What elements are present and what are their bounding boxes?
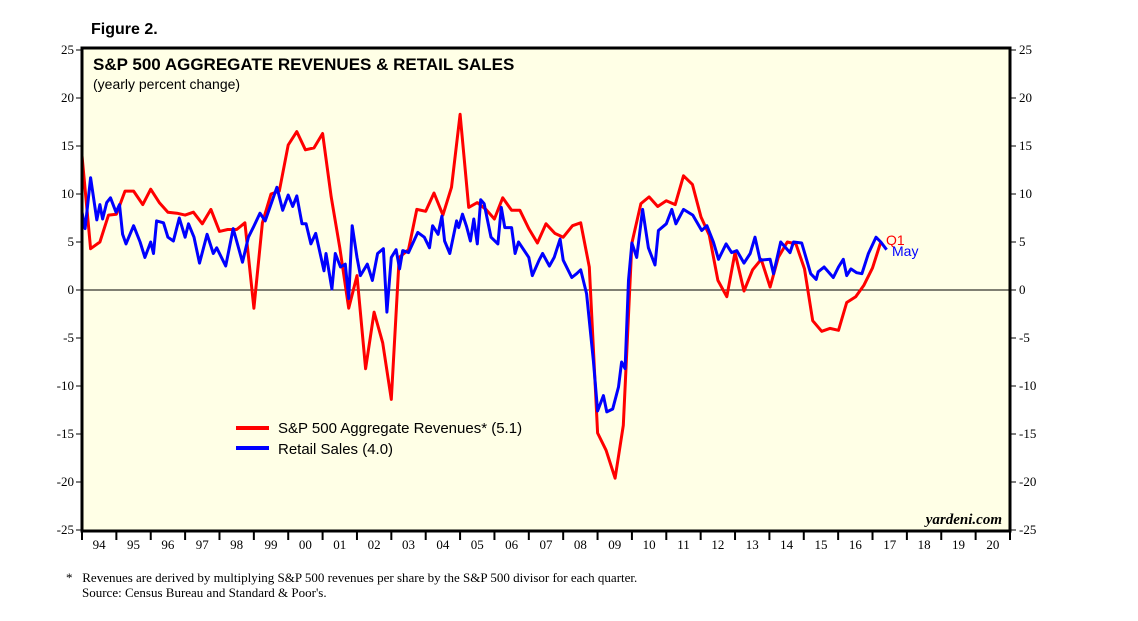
y-tick-label-right: -25 — [1019, 522, 1036, 537]
x-tick-label: 06 — [505, 537, 519, 552]
x-tick-label: 00 — [299, 537, 312, 552]
y-tick-label-left: -10 — [57, 378, 74, 393]
x-tick-label: 98 — [230, 537, 243, 552]
x-tick-label: 96 — [161, 537, 175, 552]
y-tick-label-left: -20 — [57, 474, 74, 489]
y-tick-label-right: -5 — [1019, 330, 1030, 345]
footnote-revenues: * Revenues are derived by multiplying S&… — [66, 570, 637, 585]
x-tick-label: 11 — [677, 537, 690, 552]
x-tick-label: 05 — [471, 537, 484, 552]
legend-label-retail-sales: Retail Sales (4.0) — [278, 441, 393, 458]
chart-subtitle: (yearly percent change) — [93, 76, 240, 92]
end-label-retail-sales: May — [892, 243, 918, 259]
watermark: yardeni.com — [924, 512, 1002, 528]
y-tick-label-left: 15 — [61, 138, 74, 153]
y-tick-label-right: -20 — [1019, 474, 1036, 489]
y-tick-label-right: 5 — [1019, 234, 1026, 249]
y-tick-label-left: 0 — [68, 282, 75, 297]
x-tick-label: 94 — [93, 537, 107, 552]
x-tick-label: 97 — [196, 537, 210, 552]
x-tick-label: 04 — [436, 537, 450, 552]
x-tick-label: 15 — [814, 537, 827, 552]
y-tick-label-left: -25 — [57, 522, 74, 537]
x-tick-label: 08 — [574, 537, 587, 552]
y-axis: 25 25 20 20 15 15 10 10 5 5 0 0 -5 -5 -10 -10 -15 -15 -20 -… — [57, 42, 1037, 537]
x-tick-label: 99 — [265, 537, 278, 552]
legend-label-revenues: S&P 500 Aggregate Revenues* (5.1) — [278, 420, 522, 437]
x-tick-label: 13 — [746, 537, 759, 552]
footnote-source: Source: Census Bureau and Standard & Poo… — [82, 585, 327, 600]
chart-title: S&P 500 AGGREGATE REVENUES & RETAIL SALE… — [93, 55, 514, 74]
x-tick-label: 12 — [711, 537, 724, 552]
x-tick-label: 17 — [883, 537, 897, 552]
y-tick-label-right: 10 — [1019, 186, 1032, 201]
x-tick-label: 10 — [643, 537, 656, 552]
x-tick-label: 01 — [333, 537, 346, 552]
y-tick-label-left: 5 — [68, 234, 75, 249]
y-tick-label-right: 25 — [1019, 42, 1032, 57]
series-lines — [80, 112, 888, 480]
x-tick-label: 18 — [918, 537, 931, 552]
y-tick-label-right: -15 — [1019, 426, 1036, 441]
x-tick-label: 95 — [127, 537, 140, 552]
retail-sales-line — [80, 176, 888, 414]
x-tick-label: 02 — [368, 537, 381, 552]
figure-label: Figure 2. — [91, 21, 158, 38]
end-label-revenues: Q1 — [886, 232, 905, 248]
x-tick-label: 09 — [608, 537, 621, 552]
y-tick-label-right: -10 — [1019, 378, 1036, 393]
y-tick-label-left: 20 — [61, 90, 74, 105]
y-tick-label-right: 0 — [1019, 282, 1026, 297]
x-tick-label: 19 — [952, 537, 965, 552]
y-tick-label-left: -15 — [57, 426, 74, 441]
y-tick-label-left: -5 — [63, 330, 74, 345]
y-tick-label-left: 25 — [61, 42, 74, 57]
y-tick-label-right: 15 — [1019, 138, 1032, 153]
legend: S&P 500 Aggregate Revenues* (5.1) Retail… — [236, 420, 522, 458]
x-tick-label: 14 — [780, 537, 794, 552]
x-axis: 94 95 96 97 98 99 00 01 02 03 04 05 06 07 08 09 10 11 12 13… — [81, 530, 1011, 552]
x-tick-label: 20 — [986, 537, 999, 552]
x-tick-label: 03 — [402, 537, 415, 552]
plot-border — [80, 46, 1012, 533]
y-tick-label-right: 20 — [1019, 90, 1032, 105]
y-tick-label-left: 10 — [61, 186, 74, 201]
x-tick-label: 07 — [540, 537, 554, 552]
x-tick-label: 16 — [849, 537, 863, 552]
